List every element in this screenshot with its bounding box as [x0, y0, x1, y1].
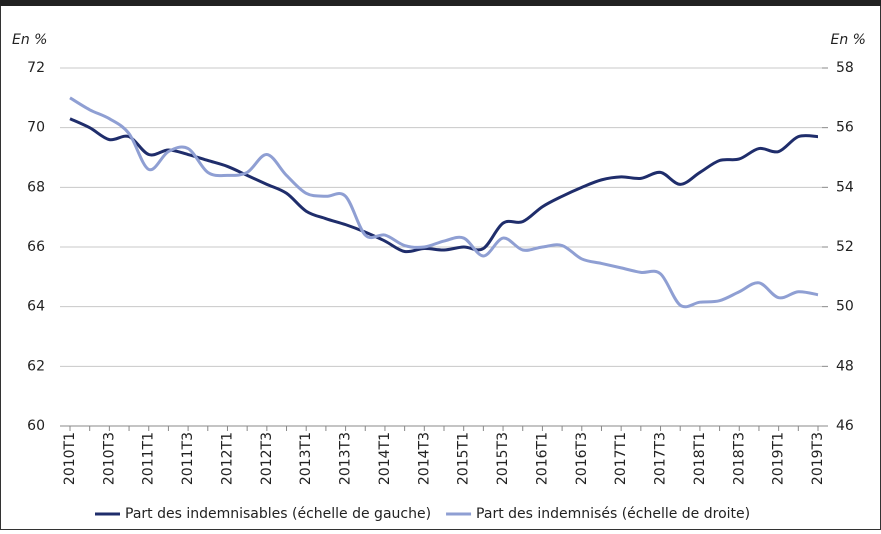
- x-tick-label: 2014T3: [416, 432, 432, 485]
- y-tick-label: 62: [27, 358, 45, 374]
- x-tick-label: 2017T3: [653, 432, 669, 485]
- x-tick-label: 2018T3: [731, 432, 747, 485]
- x-tick-label: 2015T3: [495, 432, 511, 485]
- y-tick-label: 60: [27, 418, 45, 434]
- cut-title: [0, 0, 881, 6]
- x-tick-label: 2018T1: [692, 432, 708, 485]
- y2-tick-label: 48: [836, 358, 854, 374]
- series-line: [69, 96, 819, 309]
- x-tick-label: 2015T1: [456, 432, 472, 485]
- y2-tick-label: 56: [836, 120, 854, 136]
- x-tick-label: 2016T1: [534, 432, 550, 485]
- legend-label: Part des indemnisables (échelle de gauch…: [125, 506, 431, 522]
- y2-tick-label: 58: [836, 60, 854, 76]
- y-tick-label: 68: [27, 179, 45, 195]
- x-tick-label: 2019T1: [771, 432, 787, 485]
- legend-label: Part des indemnisés (échelle de droite): [476, 506, 750, 522]
- x-tick-label: 2016T3: [574, 432, 590, 485]
- y-tick-label: 70: [27, 120, 45, 136]
- y-tick-label: 72: [27, 60, 45, 76]
- y-tick-label: 66: [27, 239, 45, 255]
- y2-tick-label: 52: [836, 239, 854, 255]
- x-tick-label: 2010T3: [101, 432, 117, 485]
- y2-tick-label: 54: [836, 179, 854, 195]
- x-tick-label: 2011T3: [180, 432, 196, 485]
- x-tick-label: 2014T1: [377, 432, 393, 485]
- x-tick-label: 2013T3: [338, 432, 354, 485]
- y2-tick-label: 50: [836, 299, 854, 315]
- y2-tick-label: 46: [836, 418, 854, 434]
- x-tick-label: 2013T1: [298, 432, 314, 485]
- y-unit-left: En %: [12, 32, 47, 48]
- x-tick-label: 2012T1: [219, 432, 235, 485]
- y-tick-label: 64: [27, 299, 45, 315]
- y-unit-right: En %: [831, 32, 866, 48]
- x-tick-label: 2010T1: [62, 432, 78, 485]
- x-tick-label: 2019T3: [810, 432, 826, 485]
- x-tick-label: 2012T3: [259, 432, 275, 485]
- x-tick-label: 2017T1: [613, 432, 629, 485]
- x-tick-label: 2011T1: [141, 432, 157, 485]
